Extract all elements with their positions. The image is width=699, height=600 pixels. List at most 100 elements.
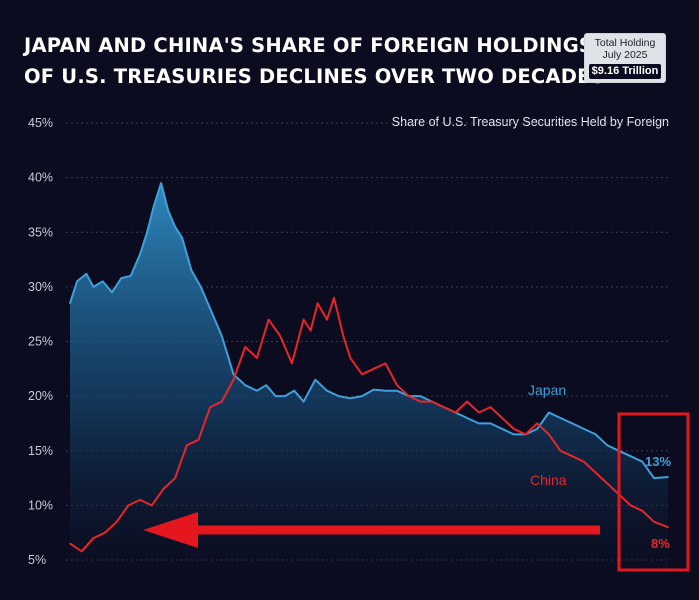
japan-point bbox=[284, 395, 286, 397]
japan-point bbox=[139, 253, 141, 255]
china-point bbox=[431, 400, 433, 403]
japan-point bbox=[174, 225, 176, 228]
china-point bbox=[641, 510, 644, 512]
japan-point bbox=[489, 422, 492, 425]
japan-point bbox=[153, 204, 155, 206]
china-point bbox=[80, 550, 83, 553]
china-point bbox=[209, 406, 211, 408]
china-point bbox=[513, 428, 515, 430]
china-point bbox=[316, 302, 319, 305]
chart-title-line1: JAPAN AND CHINA'S SHARE OF FOREIGN HOLDI… bbox=[24, 34, 594, 57]
china-point bbox=[127, 504, 130, 507]
highlight-box bbox=[617, 412, 690, 572]
y-tick-label: 35% bbox=[28, 225, 53, 239]
japan-point bbox=[667, 476, 669, 478]
china-point bbox=[150, 504, 153, 507]
japan-point bbox=[314, 378, 317, 381]
china-point bbox=[442, 406, 445, 408]
japan-point bbox=[629, 455, 632, 458]
china-point bbox=[489, 406, 492, 408]
japan-point bbox=[293, 389, 296, 392]
china-point bbox=[524, 433, 527, 436]
japan-line bbox=[69, 182, 669, 480]
japan-point bbox=[653, 477, 655, 479]
china-point bbox=[477, 411, 480, 414]
china-point bbox=[396, 384, 398, 387]
japan-point bbox=[372, 388, 375, 391]
japan-point bbox=[256, 389, 258, 392]
japan-point bbox=[501, 428, 503, 430]
japan-point bbox=[571, 422, 574, 425]
china-end-value: 8% bbox=[651, 536, 670, 551]
china-point bbox=[174, 477, 176, 479]
china-point bbox=[372, 368, 375, 370]
japan-point bbox=[302, 400, 305, 403]
japan-point bbox=[641, 460, 644, 463]
china-point bbox=[536, 422, 538, 425]
arrow-head bbox=[143, 512, 198, 548]
japan-point bbox=[548, 411, 550, 414]
japan-point bbox=[594, 433, 597, 436]
japan-point bbox=[69, 302, 71, 305]
y-axis: 5% 10% 15% 20% 25% 30% 35% 40% 45% bbox=[28, 116, 53, 567]
china-point bbox=[139, 499, 141, 501]
china-point bbox=[361, 373, 363, 376]
japan-point bbox=[85, 272, 88, 275]
china-point bbox=[384, 362, 387, 365]
china-point bbox=[667, 526, 669, 529]
china-point bbox=[185, 444, 188, 447]
japan-point bbox=[129, 275, 132, 277]
japan-point bbox=[200, 286, 202, 288]
china-point bbox=[104, 531, 106, 534]
japan-point bbox=[419, 395, 422, 397]
japan-point bbox=[92, 286, 95, 288]
y-tick-label: 25% bbox=[28, 335, 53, 349]
japan-point bbox=[559, 417, 562, 419]
china-point bbox=[162, 488, 165, 490]
japan-point bbox=[160, 182, 162, 184]
y-tick-label: 20% bbox=[28, 389, 53, 403]
japan-point bbox=[274, 395, 277, 397]
china-point bbox=[256, 357, 258, 359]
china-point bbox=[221, 400, 223, 403]
series-layer: Japan China 13% 8% bbox=[69, 182, 671, 590]
china-point bbox=[571, 455, 574, 458]
china-point bbox=[309, 329, 312, 332]
badge-date: July 2025 bbox=[602, 49, 648, 61]
china-point bbox=[466, 400, 468, 403]
china-point bbox=[594, 471, 597, 474]
china-point bbox=[244, 346, 246, 348]
japan-point bbox=[111, 291, 113, 294]
china-point bbox=[232, 378, 235, 381]
china-point bbox=[92, 537, 95, 539]
china-point bbox=[419, 400, 422, 403]
china-point bbox=[629, 504, 632, 507]
y-tick-label: 10% bbox=[28, 498, 53, 512]
chart-title-line2: OF U.S. TREASURIES DECLINES OVER TWO DEC… bbox=[24, 65, 605, 88]
china-point bbox=[291, 362, 293, 365]
china-point bbox=[559, 449, 562, 452]
y-tick-label: 45% bbox=[28, 116, 53, 130]
japan-point bbox=[232, 373, 235, 376]
china-series-label: China bbox=[530, 472, 567, 488]
china-point bbox=[333, 297, 335, 299]
china-point bbox=[115, 520, 118, 523]
japan-point bbox=[326, 389, 328, 392]
japan-point bbox=[101, 280, 104, 283]
japan-point bbox=[190, 269, 193, 272]
china-point bbox=[653, 520, 655, 523]
japan-point bbox=[120, 277, 123, 279]
japan-point bbox=[361, 395, 363, 397]
china-point bbox=[342, 335, 345, 337]
japan-point bbox=[209, 307, 211, 310]
badge-label: Total Holding bbox=[594, 37, 656, 49]
chart-subtitle: Share of U.S. Treasury Securities Held b… bbox=[391, 115, 669, 129]
japan-end-value: 13% bbox=[645, 454, 671, 469]
japan-point bbox=[536, 428, 538, 430]
japan-point bbox=[513, 433, 515, 436]
japan-point bbox=[167, 209, 169, 212]
china-point bbox=[197, 439, 200, 441]
y-tick-label: 15% bbox=[28, 444, 53, 458]
japan-area bbox=[70, 183, 668, 590]
